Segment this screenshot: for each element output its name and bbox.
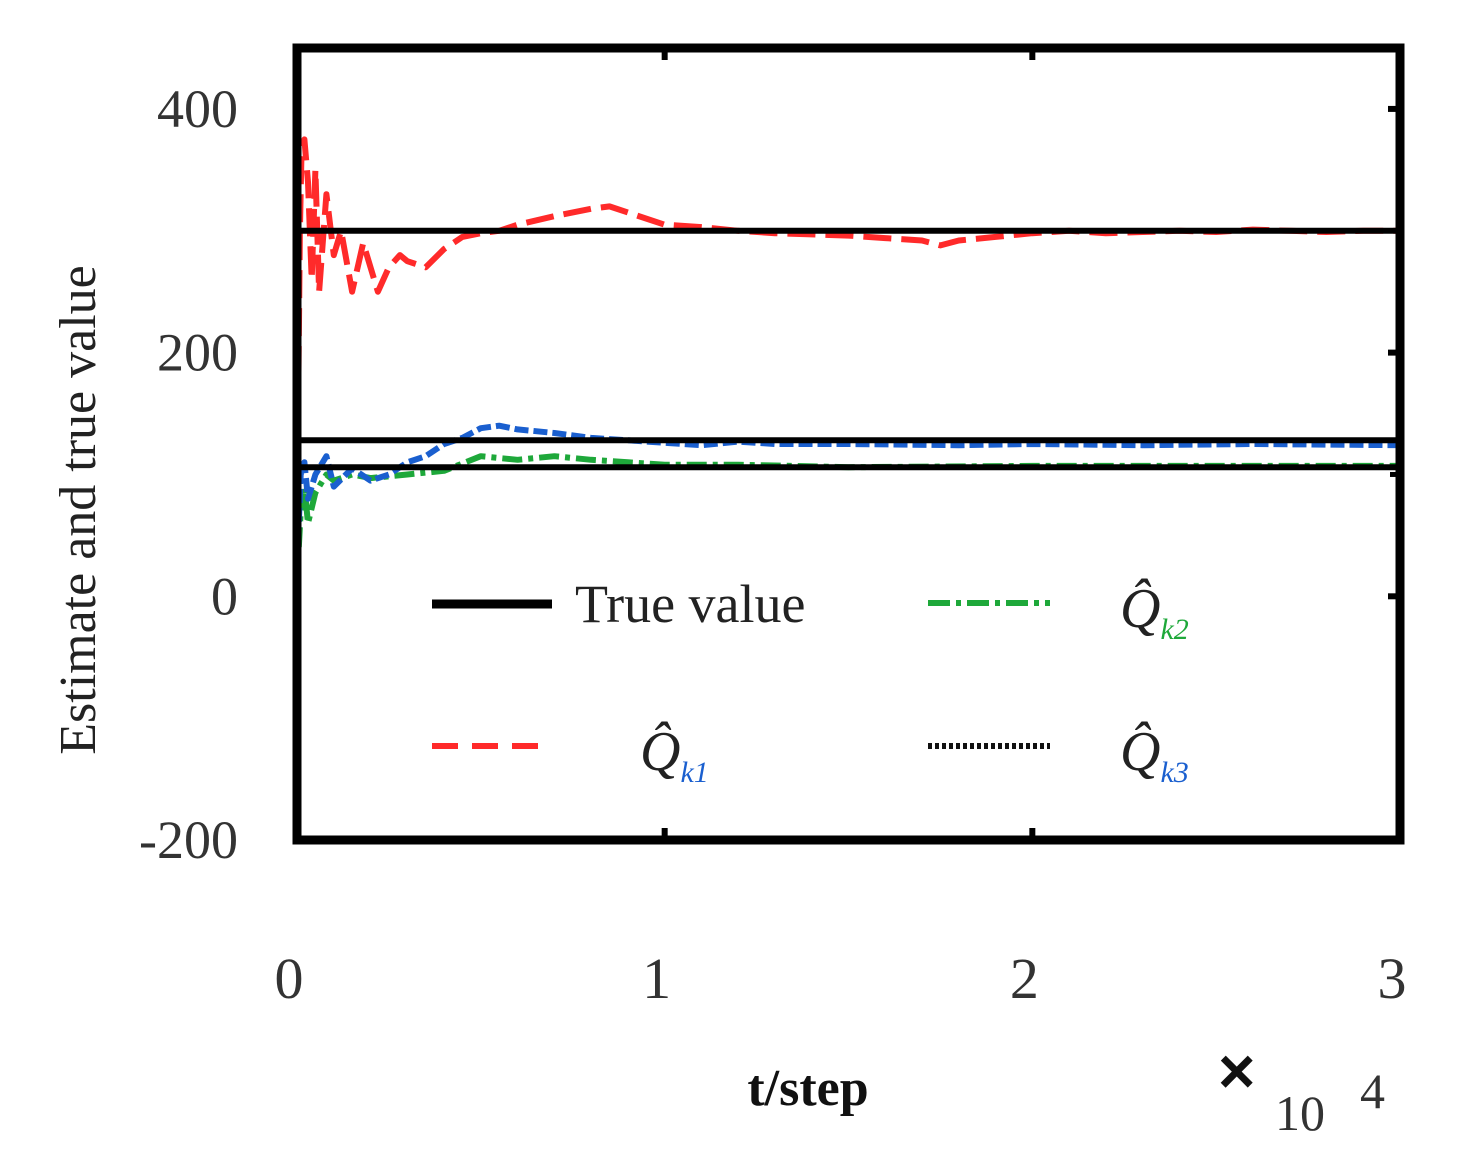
legend-label-q3: Q̂k3 (1120, 720, 1189, 789)
tick-layer: 0 1 2 3 -200 0 200 400 (139, 48, 1407, 1011)
y-tick-label: 400 (157, 79, 238, 139)
legend-label-q2: Q̂k2 (1120, 577, 1189, 646)
legend-label-true-value: True value (575, 574, 805, 634)
series-layer (294, 136, 1401, 585)
legend-label-q1: Q̂k1 (640, 720, 709, 789)
x-tick-label: 1 (642, 946, 671, 1011)
series-line-q2 (294, 453, 1400, 585)
x-multiplier-exponent: 4 (1360, 1063, 1385, 1119)
plot-frame (292, 43, 1405, 845)
x-tick-label: 3 (1378, 946, 1407, 1011)
x-tick-label: 2 (1010, 946, 1039, 1011)
x-multiplier-base: 10 (1275, 1085, 1325, 1141)
y-tick-label: 0 (211, 566, 238, 626)
x-axis-label: t/step (747, 1060, 868, 1117)
true-value-layer (297, 227, 1400, 471)
series-line-q1 (294, 136, 1400, 451)
x-multiplier-symbol: × (1218, 1035, 1255, 1107)
y-tick-label: -200 (139, 810, 238, 870)
series-line-q3 (294, 422, 1401, 560)
legend: True value Q̂k1 Q̂k2 Q̂k3 (432, 574, 1189, 789)
x-tick-label: 0 (275, 946, 304, 1011)
y-axis-label: Estimate and true value (50, 265, 107, 754)
y-tick-label: 200 (157, 323, 238, 383)
